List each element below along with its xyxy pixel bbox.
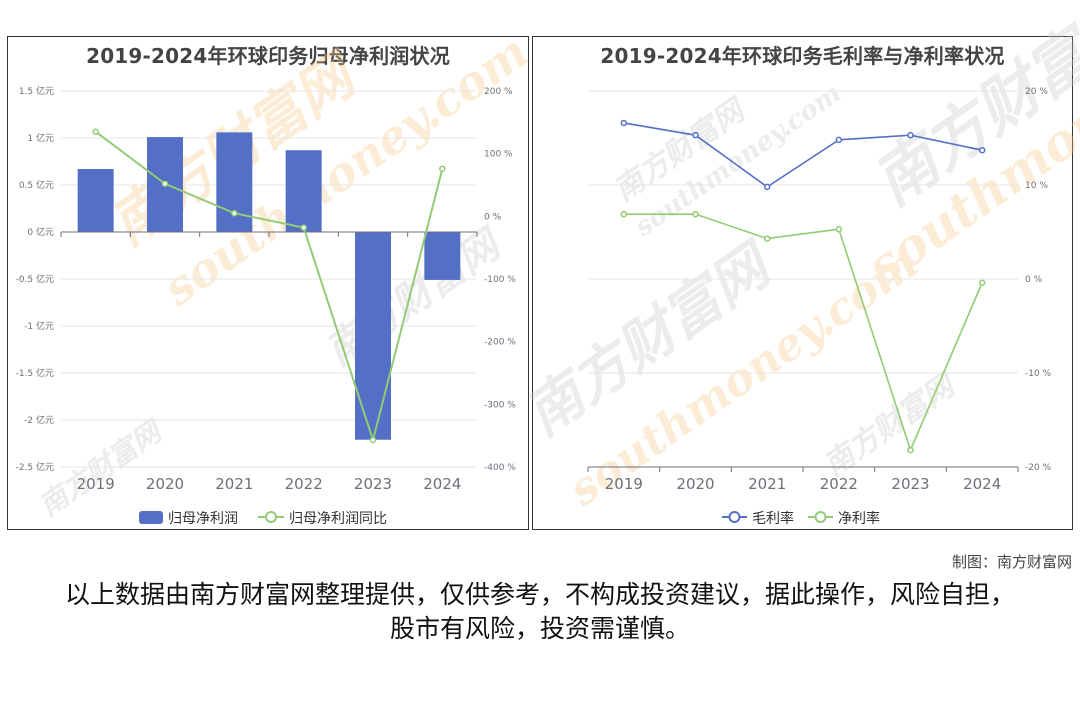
point-series-1-2023 bbox=[907, 446, 914, 454]
y-right-tick-label: 20 % bbox=[1025, 87, 1048, 97]
point-yoy-2023 bbox=[369, 436, 377, 444]
bar-2022 bbox=[285, 150, 322, 232]
y-left-tick-label: 0.5 亿元 bbox=[19, 179, 54, 191]
legend-label: 归母净利润同比 bbox=[289, 510, 387, 527]
legend-label: 归母净利润 bbox=[168, 510, 238, 527]
legend: 归母净利润 归母净利润同比 bbox=[139, 510, 387, 527]
point-series-1-2019 bbox=[620, 210, 628, 218]
chart-panel-net-profit: 2019-2024年环球印务归母净利润状况 南方财富网southmoney.co… bbox=[7, 24, 538, 530]
x-tick-label: 2019 bbox=[605, 475, 643, 493]
point-series-0-2021 bbox=[763, 183, 771, 191]
legend-label: 净利率 bbox=[838, 510, 880, 527]
y-left-tick-label: -2 亿元 bbox=[24, 414, 54, 426]
x-tick-label: 2024 bbox=[963, 475, 1001, 493]
chart-title: 2019-2024年环球印务毛利率与净利率状况 bbox=[600, 44, 1005, 68]
y-right-tick-label: 0 % bbox=[1025, 275, 1043, 285]
x-tick-label: 2021 bbox=[215, 475, 253, 493]
y-left-tick-label: 0 亿元 bbox=[27, 226, 54, 238]
point-series-1-2022 bbox=[835, 225, 843, 233]
x-tick-label: 2023 bbox=[354, 475, 392, 493]
legend: 毛利率 净利率 bbox=[722, 510, 880, 527]
bar-2021 bbox=[216, 132, 253, 232]
y-right-tick-label: 100 % bbox=[484, 150, 513, 160]
legend-swatch-marker bbox=[265, 511, 277, 523]
y-left-tick-label: 1.5 亿元 bbox=[19, 85, 54, 97]
point-series-0-2023 bbox=[907, 131, 914, 139]
watermark-text: 南方财富网 bbox=[317, 219, 513, 376]
legend-swatch-marker bbox=[728, 511, 741, 523]
point-series-0-2019 bbox=[620, 119, 628, 127]
chart-title: 2019-2024年环球印务归母净利润状况 bbox=[86, 44, 450, 68]
x-tick-label: 2023 bbox=[891, 475, 929, 493]
legend-swatch-bar bbox=[139, 511, 163, 524]
y-left-tick-label: -1.5 亿元 bbox=[16, 367, 54, 379]
y-left-tick-label: -0.5 亿元 bbox=[16, 273, 54, 285]
watermark-text: 南方财富网 bbox=[818, 367, 964, 484]
chart-credit: 制图：南方财富网 bbox=[951, 553, 1072, 571]
y-right-tick-label: 10 % bbox=[1025, 181, 1048, 191]
y-right-tick-label: -300 % bbox=[484, 400, 516, 410]
x-tick-label: 2022 bbox=[285, 475, 323, 493]
y-right-tick-label: -200 % bbox=[484, 338, 516, 348]
x-tick-label: 2021 bbox=[748, 475, 786, 493]
point-series-1-2024 bbox=[978, 279, 986, 287]
y-right-tick-label: -100 % bbox=[484, 275, 516, 285]
y-left-tick-label: 1 亿元 bbox=[27, 132, 54, 144]
y-right-tick-label: -10 % bbox=[1025, 369, 1052, 379]
y-left-tick-label: -2.5 亿元 bbox=[16, 461, 54, 473]
disclaimer-text: 以上数据由南方财富网整理提供，仅供参考，不构成投资建议，据此操作，风险自担，股市… bbox=[64, 580, 1015, 643]
point-series-1-2020 bbox=[692, 210, 699, 218]
point-series-0-2020 bbox=[692, 131, 699, 139]
point-yoy-2019 bbox=[92, 128, 99, 135]
bar-2023 bbox=[355, 232, 391, 440]
line-series-0 bbox=[623, 122, 983, 188]
point-yoy-2024 bbox=[439, 165, 446, 172]
line-yoy bbox=[95, 130, 444, 444]
x-tick-label: 2024 bbox=[423, 475, 461, 493]
bar-2024 bbox=[424, 232, 461, 280]
point-yoy-2021 bbox=[231, 209, 238, 217]
point-series-0-2022 bbox=[835, 136, 843, 144]
y-left-tick-label: -1 亿元 bbox=[24, 320, 54, 332]
y-right-tick-label: 200 % bbox=[484, 87, 513, 97]
legend-label: 毛利率 bbox=[752, 510, 794, 527]
y-right-tick-label: -20 % bbox=[1025, 463, 1052, 473]
point-yoy-2020 bbox=[161, 180, 169, 187]
point-series-1-2021 bbox=[763, 235, 771, 242]
x-tick-label: 2020 bbox=[146, 475, 184, 493]
point-yoy-2022 bbox=[300, 224, 307, 231]
x-tick-label: 2020 bbox=[676, 475, 714, 493]
y-right-tick-label: 0 % bbox=[484, 212, 502, 222]
y-right-tick-label: -400 % bbox=[484, 463, 516, 473]
legend-swatch-marker bbox=[814, 511, 827, 523]
x-tick-label: 2022 bbox=[820, 475, 858, 493]
x-tick-label: 2019 bbox=[77, 475, 115, 493]
point-series-0-2024 bbox=[978, 146, 986, 154]
bar-2019 bbox=[77, 169, 114, 232]
chart-panel-margins: 2019-2024年环球印务毛利率与净利率状况 南方财富网 southmoney.… bbox=[513, 0, 1080, 530]
line-series-1 bbox=[623, 213, 983, 453]
